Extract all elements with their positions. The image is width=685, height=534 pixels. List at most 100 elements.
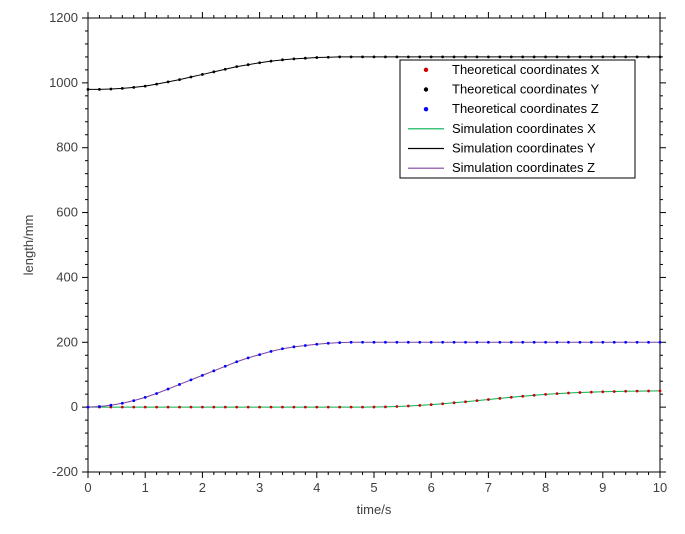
theo-dot-y bbox=[132, 86, 135, 89]
theo-dot-z bbox=[315, 343, 318, 346]
theo-dot-y bbox=[407, 56, 410, 59]
theo-dot-x bbox=[453, 401, 456, 404]
legend-swatch-dot bbox=[424, 87, 428, 91]
theo-dot-z bbox=[464, 341, 467, 344]
theo-dot-x bbox=[235, 406, 238, 409]
theo-dot-z bbox=[361, 341, 364, 344]
theo-dot-x bbox=[498, 397, 501, 400]
chart-container: 012345678910-200020040060080010001200tim… bbox=[0, 0, 685, 534]
theo-dot-y bbox=[384, 56, 387, 59]
theo-dot-y bbox=[544, 56, 547, 59]
theo-dot-z bbox=[201, 374, 204, 377]
theo-dot-x bbox=[624, 390, 627, 393]
theo-dot-x bbox=[384, 405, 387, 408]
theo-dot-z bbox=[418, 341, 421, 344]
theo-dot-x bbox=[132, 406, 135, 409]
theo-dot-y bbox=[453, 56, 456, 59]
theo-dot-x bbox=[247, 406, 250, 409]
theo-dot-x bbox=[430, 403, 433, 406]
theo-dot-y bbox=[121, 87, 124, 90]
theo-dot-y bbox=[556, 56, 559, 59]
legend-label: Theoretical coordinates Z bbox=[452, 101, 599, 116]
theo-dot-z bbox=[521, 341, 524, 344]
theo-dot-y bbox=[338, 56, 341, 59]
theo-dot-x bbox=[270, 406, 273, 409]
theo-dot-z bbox=[121, 402, 124, 405]
y-tick-label: 1000 bbox=[49, 75, 78, 90]
x-tick-label: 4 bbox=[313, 480, 320, 495]
theo-dot-x bbox=[178, 406, 181, 409]
theo-dot-z bbox=[109, 404, 112, 407]
theo-dot-z bbox=[258, 353, 261, 356]
theo-dot-y bbox=[533, 56, 536, 59]
theo-dot-x bbox=[373, 406, 376, 409]
theo-dot-x bbox=[556, 392, 559, 395]
theo-dot-y bbox=[579, 56, 582, 59]
theo-dot-z bbox=[430, 341, 433, 344]
theo-dot-y bbox=[590, 56, 593, 59]
x-tick-label: 2 bbox=[199, 480, 206, 495]
theo-dot-z bbox=[647, 341, 650, 344]
theo-dot-z bbox=[453, 341, 456, 344]
theo-dot-x bbox=[155, 406, 158, 409]
x-tick-label: 0 bbox=[84, 480, 91, 495]
theo-dot-x bbox=[659, 390, 662, 393]
theo-dot-x bbox=[590, 391, 593, 394]
theo-dot-z bbox=[167, 388, 170, 391]
theo-dot-y bbox=[327, 56, 330, 59]
x-tick-label: 5 bbox=[370, 480, 377, 495]
theo-dot-x bbox=[304, 406, 307, 409]
theo-dot-x bbox=[121, 406, 124, 409]
x-tick-label: 7 bbox=[485, 480, 492, 495]
theo-dot-y bbox=[498, 56, 501, 59]
theo-dot-x bbox=[544, 393, 547, 396]
theo-dot-y bbox=[293, 57, 296, 60]
theo-dot-x bbox=[636, 390, 639, 393]
theo-dot-x bbox=[418, 404, 421, 407]
theo-dot-z bbox=[98, 405, 101, 408]
sim-line-z bbox=[88, 342, 660, 407]
theo-dot-z bbox=[613, 341, 616, 344]
x-tick-label: 10 bbox=[653, 480, 667, 495]
theo-dot-z bbox=[144, 396, 147, 399]
theo-dot-y bbox=[647, 56, 650, 59]
theo-dot-x bbox=[567, 392, 570, 395]
theo-dot-z bbox=[270, 350, 273, 353]
theo-dot-y bbox=[224, 68, 227, 71]
theo-dot-z bbox=[441, 341, 444, 344]
x-axis-label: time/s bbox=[357, 502, 392, 517]
y-tick-label: 1200 bbox=[49, 10, 78, 25]
theo-dot-y bbox=[395, 56, 398, 59]
theo-dot-y bbox=[659, 56, 662, 59]
theo-dot-x bbox=[464, 400, 467, 403]
theo-dot-z bbox=[624, 341, 627, 344]
theo-dot-x bbox=[201, 406, 204, 409]
theo-dot-z bbox=[533, 341, 536, 344]
theo-dot-y bbox=[487, 56, 490, 59]
theo-dot-x bbox=[521, 395, 524, 398]
theo-dot-z bbox=[178, 383, 181, 386]
theo-dot-z bbox=[498, 341, 501, 344]
theo-dot-y bbox=[373, 56, 376, 59]
x-tick-label: 6 bbox=[428, 480, 435, 495]
theo-dot-z bbox=[87, 406, 90, 409]
theo-dot-z bbox=[293, 345, 296, 348]
x-tick-label: 8 bbox=[542, 480, 549, 495]
theo-dot-x bbox=[224, 406, 227, 409]
theo-dot-x bbox=[281, 406, 284, 409]
theo-dot-z bbox=[350, 341, 353, 344]
theo-dot-z bbox=[373, 341, 376, 344]
theo-dot-y bbox=[361, 56, 364, 59]
theo-dot-y bbox=[567, 56, 570, 59]
theo-dot-y bbox=[247, 63, 250, 66]
theo-dot-x bbox=[167, 406, 170, 409]
theo-dot-x bbox=[338, 406, 341, 409]
theo-dot-z bbox=[567, 341, 570, 344]
theo-dot-z bbox=[487, 341, 490, 344]
theo-dot-y bbox=[510, 56, 513, 59]
theo-dot-y bbox=[601, 56, 604, 59]
theo-dot-z bbox=[212, 369, 215, 372]
theo-dot-y bbox=[235, 65, 238, 68]
theo-dot-x bbox=[144, 406, 147, 409]
theo-dot-z bbox=[544, 341, 547, 344]
